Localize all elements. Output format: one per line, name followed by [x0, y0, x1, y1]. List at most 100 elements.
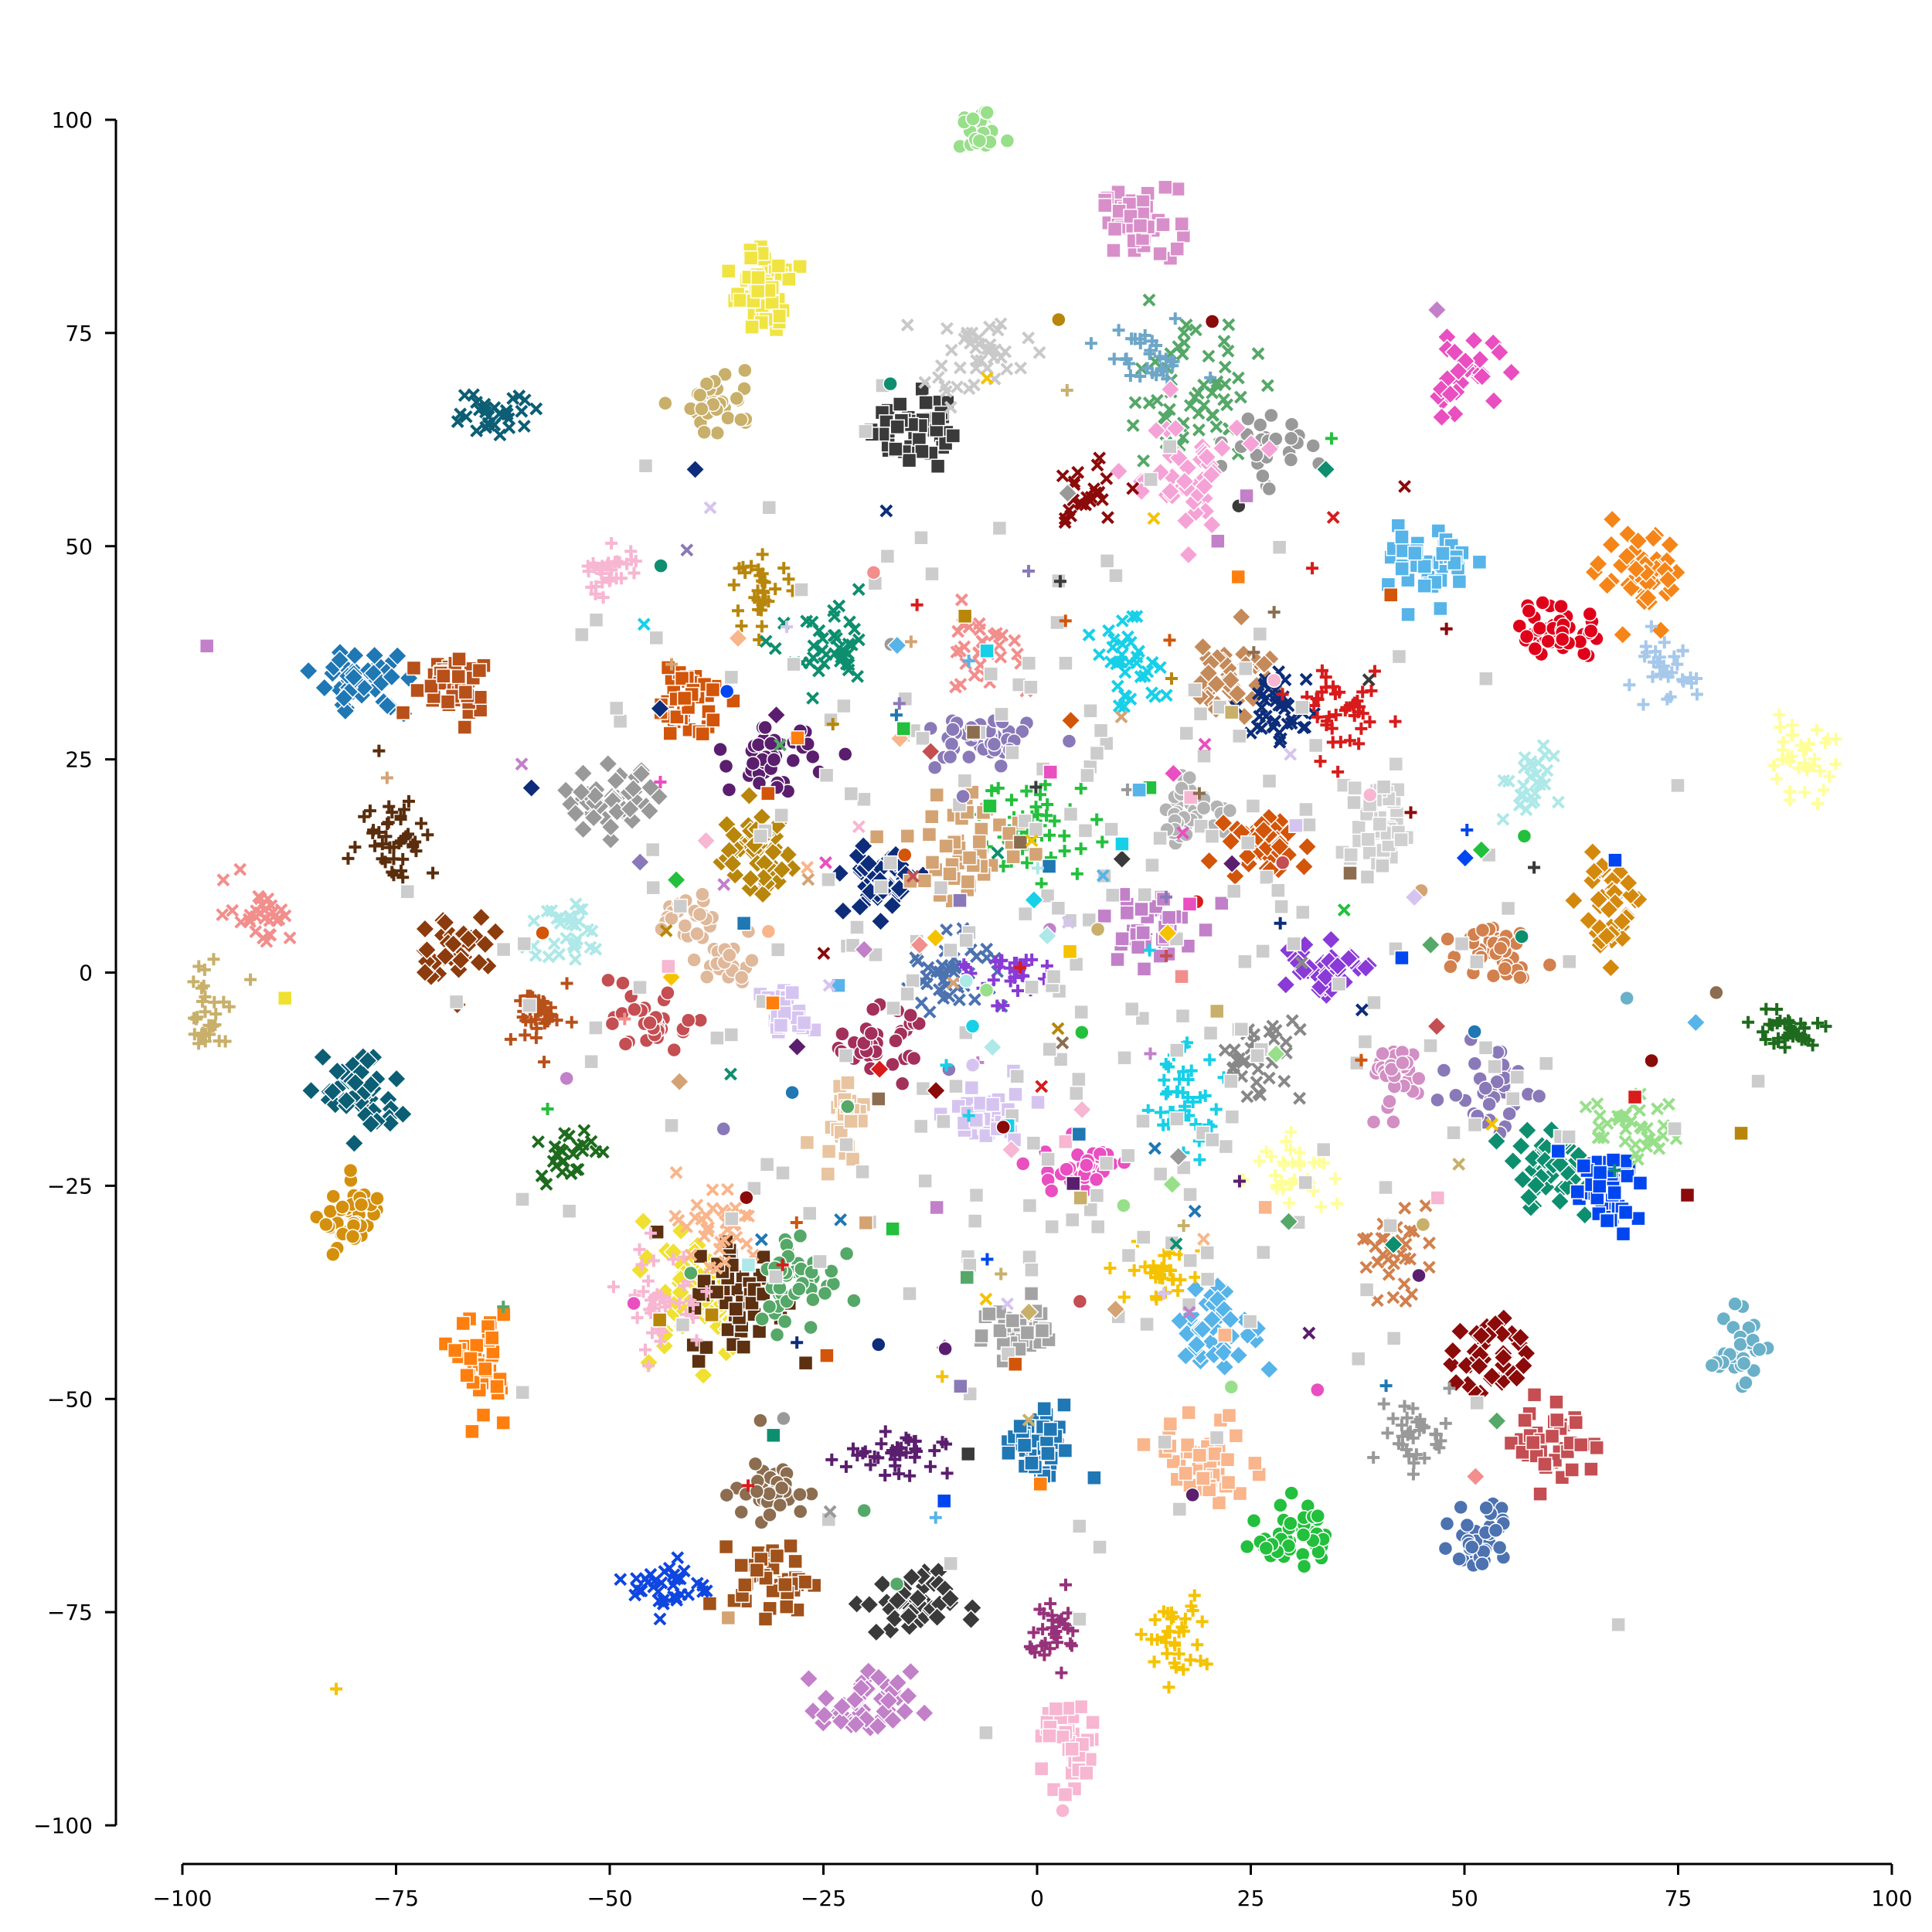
data-point-3889 — [1331, 976, 1347, 992]
data-point-1327 — [805, 615, 819, 629]
data-point-4023 — [1440, 622, 1453, 635]
data-point-435 — [1146, 420, 1167, 441]
data-point-1687 — [1356, 685, 1369, 699]
data-point-3940 — [1182, 1186, 1198, 1202]
data-point-1956 — [1327, 955, 1348, 976]
data-point-688 — [1811, 797, 1824, 810]
data-point-1096 — [447, 1342, 463, 1359]
data-point-1215 — [757, 719, 773, 736]
data-point-3918 — [1028, 821, 1044, 838]
data-point-2745 — [1493, 1347, 1514, 1368]
data-point-2849 — [1439, 1515, 1455, 1532]
data-point-1535 — [900, 828, 916, 844]
data-point-4230 — [852, 820, 866, 834]
data-point-4109 — [1355, 1003, 1369, 1017]
data-point-4112 — [940, 1059, 953, 1072]
data-point-2966 — [1214, 1356, 1235, 1377]
data-point-3421 — [641, 1576, 655, 1589]
data-point-1180 — [600, 817, 621, 838]
data-point-381 — [1252, 417, 1268, 433]
data-point-4111 — [1454, 848, 1475, 869]
data-point-3043 — [1168, 1638, 1182, 1651]
data-point-4188 — [1198, 737, 1212, 751]
data-point-499 — [1471, 554, 1488, 570]
data-point-4246 — [1404, 887, 1425, 908]
data-point-906 — [283, 931, 297, 945]
data-point-2474 — [1375, 1046, 1390, 1062]
data-point-2425 — [1264, 1150, 1277, 1163]
data-point-1208 — [718, 758, 734, 774]
data-point-2786 — [1589, 1440, 1604, 1456]
data-point-1661 — [1314, 755, 1327, 768]
data-point-3345 — [774, 1480, 790, 1496]
data-point-1729 — [1372, 816, 1388, 832]
data-point-1817 — [1547, 749, 1561, 763]
data-point-1923 — [1492, 940, 1509, 956]
data-point-1602 — [1192, 636, 1213, 658]
data-point-1834 — [1525, 790, 1539, 804]
data-point-265 — [918, 376, 932, 389]
data-point-1483 — [1130, 650, 1144, 664]
data-point-1610 — [1227, 683, 1248, 704]
data-point-1191 — [631, 764, 651, 784]
data-point-2586 — [1550, 1143, 1566, 1159]
data-point-3534 — [699, 1339, 714, 1355]
data-point-4214 — [1041, 859, 1057, 874]
data-point-4139 — [937, 1341, 953, 1357]
data-point-3914 — [1071, 1071, 1087, 1087]
data-point-3020 — [1188, 1589, 1201, 1602]
data-point-1638 — [1253, 709, 1267, 723]
data-point-2636 — [1648, 1134, 1662, 1148]
data-point-2052 — [529, 949, 543, 962]
data-point-561 — [1535, 595, 1550, 611]
data-point-2555 — [1522, 1148, 1543, 1169]
data-point-730 — [735, 619, 748, 632]
data-point-3758 — [1350, 1351, 1366, 1367]
data-point-978 — [189, 1012, 202, 1026]
data-point-3986 — [855, 1164, 870, 1180]
data-point-904 — [249, 910, 263, 923]
data-point-262 — [931, 370, 945, 384]
data-point-2726 — [1481, 1366, 1502, 1386]
data-point-3581 — [824, 1264, 839, 1279]
data-point-4165 — [1222, 853, 1243, 874]
data-point-2265 — [987, 974, 1000, 987]
data-point-3878 — [1233, 1022, 1250, 1037]
data-point-349 — [1157, 365, 1170, 378]
data-point-191 — [488, 401, 502, 414]
data-point-2931 — [1207, 1446, 1223, 1461]
data-point-752 — [756, 567, 769, 580]
data-point-1952 — [1338, 948, 1359, 969]
data-point-3924 — [958, 933, 974, 948]
data-point-4206 — [649, 698, 670, 719]
data-point-1560 — [924, 855, 940, 870]
data-point-706 — [628, 566, 641, 580]
data-point-3774 — [883, 855, 898, 871]
data-point-1317 — [848, 622, 862, 636]
data-point-4148 — [982, 1036, 1003, 1058]
data-point-3804 — [1137, 886, 1152, 903]
data-point-4125 — [760, 923, 777, 940]
data-point-2048 — [575, 903, 589, 917]
data-point-3993 — [1204, 828, 1220, 844]
data-point-2333 — [1186, 1095, 1199, 1108]
data-point-4164 — [1121, 783, 1134, 796]
data-point-276 — [968, 378, 981, 392]
data-point-908 — [263, 927, 277, 941]
data-point-2554 — [1502, 1151, 1523, 1172]
data-point-1181 — [623, 778, 644, 799]
data-point-900 — [233, 862, 247, 876]
data-point-1257 — [739, 785, 760, 806]
data-point-4110 — [1169, 1237, 1183, 1251]
data-point-3997 — [1250, 1048, 1265, 1063]
data-point-654 — [1646, 670, 1659, 683]
data-point-4042 — [1608, 1164, 1621, 1177]
data-point-2410 — [1236, 1056, 1250, 1070]
data-point-1178 — [556, 780, 577, 801]
data-point-2315 — [1194, 1090, 1207, 1104]
data-point-902 — [242, 913, 256, 927]
data-point-4254 — [1223, 704, 1240, 720]
data-point-3842 — [1286, 936, 1302, 952]
data-point-1562 — [929, 787, 944, 803]
data-point-332 — [1177, 326, 1191, 340]
